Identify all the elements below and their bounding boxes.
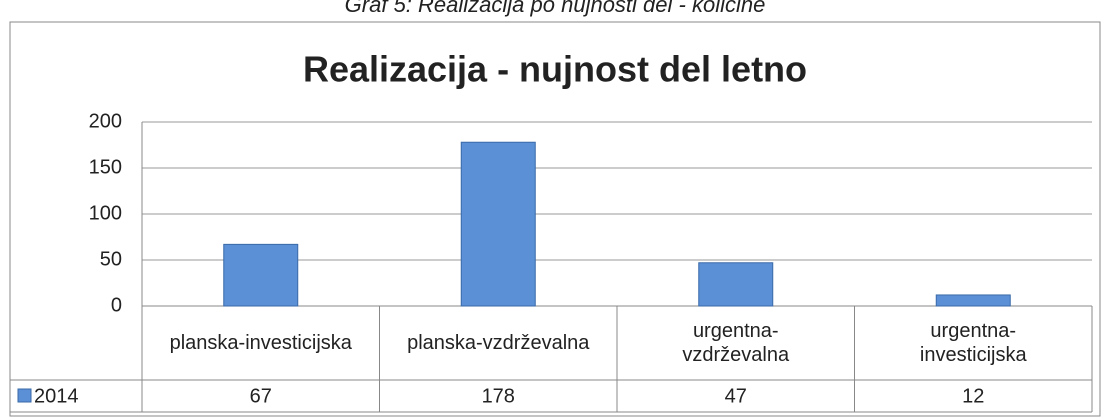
category-label-box: planska-investicijska [169,332,352,354]
y-tick-label: 200 [89,110,122,132]
category-label: planska-investicijska [169,332,352,354]
legend-label: 2014 [34,385,79,407]
bar [935,294,1011,307]
category-label-box: planska-vzdrževalna [407,332,590,354]
y-tick-label: 50 [100,248,122,270]
bar [698,262,774,307]
table-value: 67 [250,385,272,407]
category-label-box: urgentna- investicijska [919,320,1027,366]
bar [223,243,299,307]
caption: Graf 5: Realizacija po nujnosti del - ko… [345,0,766,17]
table-value: 178 [482,385,515,407]
chart-title: Realizacija - nujnost del letno [303,49,807,90]
y-tick-label: 100 [89,202,122,224]
chart-border [9,21,1101,417]
table-value: 47 [725,385,747,407]
category-label: urgentna- vzdrževalna [682,320,790,366]
category-label: planska-vzdrževalna [407,332,590,354]
category-label-box: urgentna- vzdrževalna [682,320,790,366]
y-tick-label: 150 [89,156,122,178]
table-value: 12 [962,385,984,407]
y-tick-label: 0 [111,294,122,316]
category-label: urgentna- investicijska [919,320,1027,366]
legend-swatch [17,388,32,403]
bar [460,141,536,307]
